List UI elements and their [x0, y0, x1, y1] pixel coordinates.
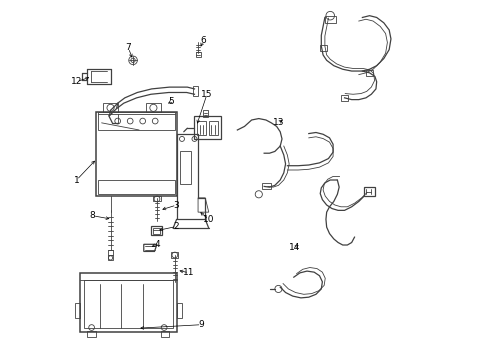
- Text: 5: 5: [168, 97, 174, 106]
- Bar: [98, 180, 175, 194]
- Bar: [107, 249, 113, 255]
- Bar: [80, 273, 176, 332]
- Bar: [261, 183, 270, 189]
- Bar: [103, 103, 118, 112]
- Bar: [203, 111, 207, 117]
- Bar: [195, 53, 200, 57]
- Bar: [152, 228, 160, 234]
- Bar: [160, 331, 169, 337]
- Bar: [83, 280, 173, 328]
- Text: 4: 4: [154, 240, 160, 249]
- Bar: [107, 255, 113, 260]
- Bar: [365, 70, 372, 76]
- Bar: [171, 252, 178, 257]
- Bar: [96, 112, 176, 196]
- Text: 12: 12: [71, 77, 82, 86]
- Bar: [153, 196, 160, 202]
- Text: 3: 3: [173, 201, 179, 210]
- Text: 2: 2: [173, 222, 179, 231]
- Bar: [340, 95, 347, 101]
- Bar: [324, 16, 335, 23]
- Text: 9: 9: [198, 320, 204, 329]
- Text: 7: 7: [125, 43, 131, 52]
- Bar: [180, 152, 190, 184]
- Bar: [197, 121, 206, 135]
- Text: 15: 15: [201, 90, 212, 99]
- Text: 8: 8: [90, 211, 95, 220]
- Text: 14: 14: [288, 243, 300, 252]
- Bar: [208, 121, 217, 135]
- Bar: [194, 116, 221, 139]
- Text: 11: 11: [183, 268, 195, 277]
- Bar: [151, 226, 162, 235]
- Bar: [364, 187, 374, 196]
- Text: 6: 6: [200, 36, 206, 45]
- Bar: [87, 331, 96, 337]
- Bar: [319, 45, 326, 51]
- Text: 10: 10: [203, 215, 214, 224]
- Text: 13: 13: [272, 118, 284, 127]
- Bar: [98, 112, 175, 130]
- Text: 1: 1: [74, 176, 80, 185]
- Bar: [192, 86, 198, 96]
- Bar: [146, 103, 160, 112]
